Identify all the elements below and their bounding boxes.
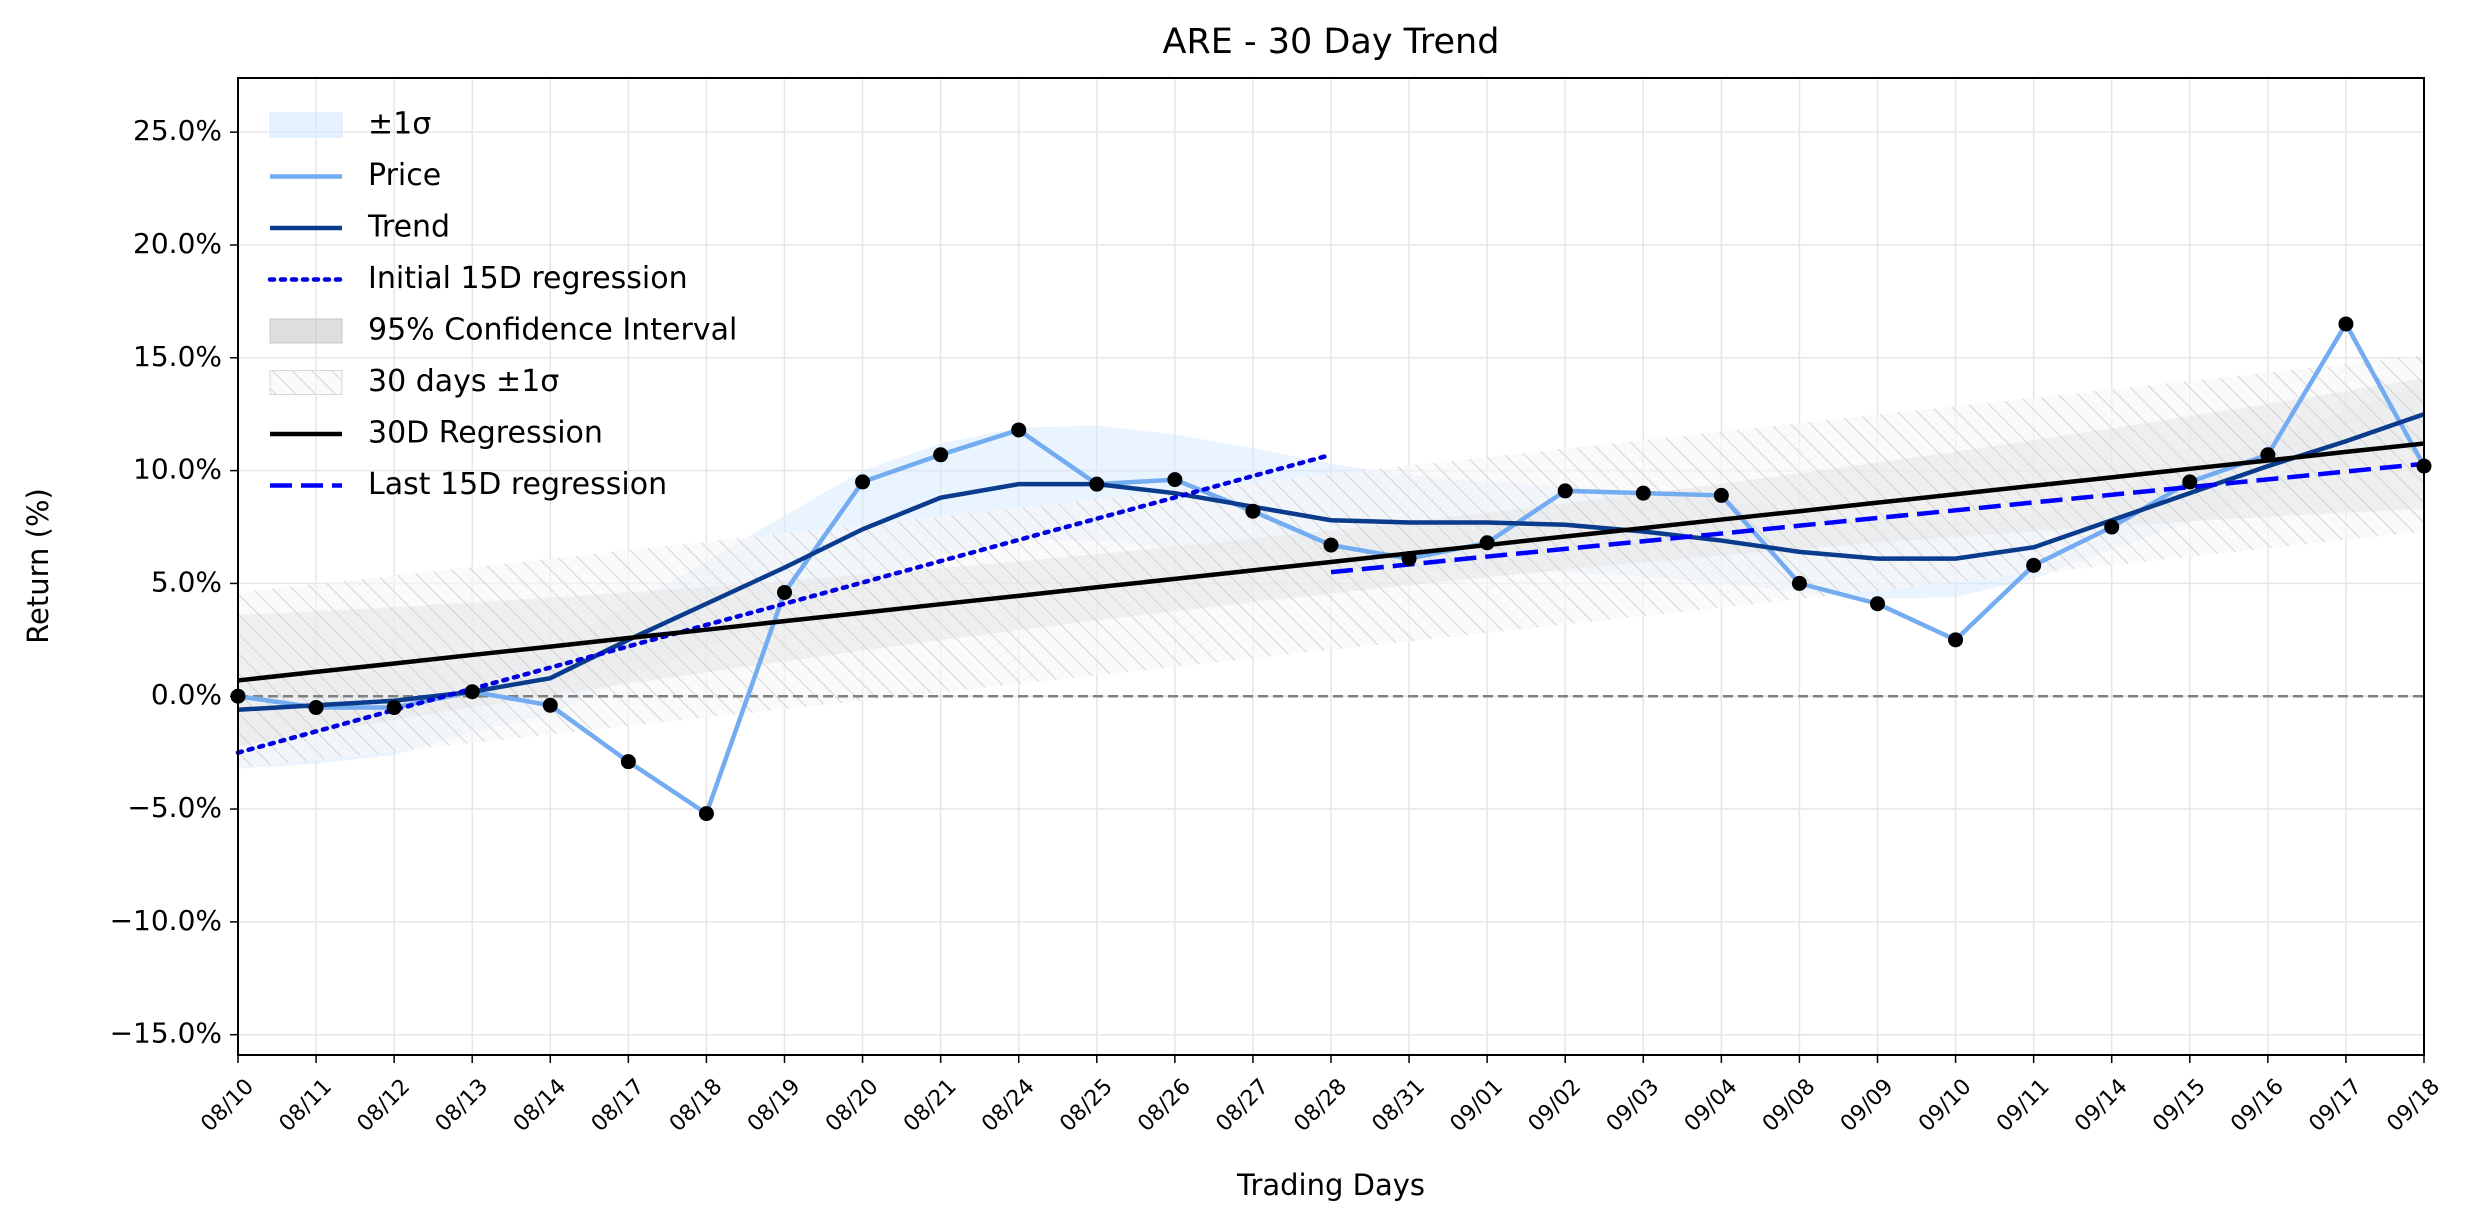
legend-label: 30D Regression bbox=[368, 416, 603, 451]
legend-label: 95% Confidence Interval bbox=[368, 313, 737, 348]
marker bbox=[855, 474, 871, 490]
marker bbox=[777, 584, 792, 600]
marker bbox=[1323, 537, 1339, 553]
marker bbox=[1791, 575, 1807, 591]
y-axis-label: Return (%) bbox=[21, 488, 55, 644]
marker bbox=[2260, 447, 2276, 463]
y-tick-label: −10.0% bbox=[110, 904, 222, 937]
marker bbox=[620, 754, 636, 770]
marker bbox=[698, 806, 714, 822]
y-tick-label: 0.0% bbox=[151, 678, 222, 711]
line bbox=[1330, 461, 2425, 575]
marker bbox=[1557, 483, 1573, 499]
marker bbox=[1870, 596, 1885, 612]
marker bbox=[386, 700, 402, 716]
y-tick-label: 15.0% bbox=[133, 340, 222, 373]
marker bbox=[1011, 422, 1027, 438]
legend-label: ±1σ bbox=[368, 107, 431, 142]
y-tick-label: −5.0% bbox=[127, 791, 222, 824]
legend-swatch bbox=[269, 318, 343, 344]
marker bbox=[1948, 632, 1964, 648]
y-tick-label: −15.0% bbox=[110, 1017, 222, 1050]
legend-label: Trend bbox=[367, 210, 450, 245]
marker bbox=[2026, 557, 2042, 573]
marker bbox=[464, 684, 480, 700]
y-tick-label: 20.0% bbox=[133, 227, 222, 260]
marker bbox=[542, 697, 558, 713]
marker bbox=[2338, 316, 2354, 332]
y-tick-label: 10.0% bbox=[133, 453, 222, 486]
y-tick-label: 25.0% bbox=[133, 114, 222, 147]
legend: ±1σ Price Trend Initial 15D regression 95% C… bbox=[267, 107, 737, 502]
legend-swatch bbox=[269, 112, 343, 138]
legend-label: Price bbox=[368, 158, 441, 193]
marker bbox=[1713, 487, 1729, 503]
marker bbox=[1245, 503, 1261, 519]
marker bbox=[308, 700, 324, 716]
chart-title: ARE - 30 Day Trend bbox=[1163, 22, 1500, 62]
y-tick-label: 5.0% bbox=[151, 565, 222, 598]
line bbox=[235, 452, 1334, 755]
marker bbox=[1635, 485, 1651, 501]
legend-label: Initial 15D regression bbox=[368, 261, 688, 296]
marker bbox=[933, 447, 949, 463]
legend-label: 30 days ±1σ bbox=[368, 364, 559, 399]
marker bbox=[2104, 519, 2120, 535]
legend-label: Last 15D regression bbox=[368, 467, 667, 502]
marker bbox=[1167, 472, 1183, 488]
legend-swatch bbox=[269, 370, 343, 395]
marker bbox=[1401, 551, 1417, 567]
marker bbox=[1479, 535, 1495, 551]
line bbox=[237, 441, 2425, 683]
x-axis-label: Trading Days bbox=[1236, 1168, 1425, 1202]
marker bbox=[2182, 474, 2198, 490]
marker bbox=[1089, 476, 1105, 492]
